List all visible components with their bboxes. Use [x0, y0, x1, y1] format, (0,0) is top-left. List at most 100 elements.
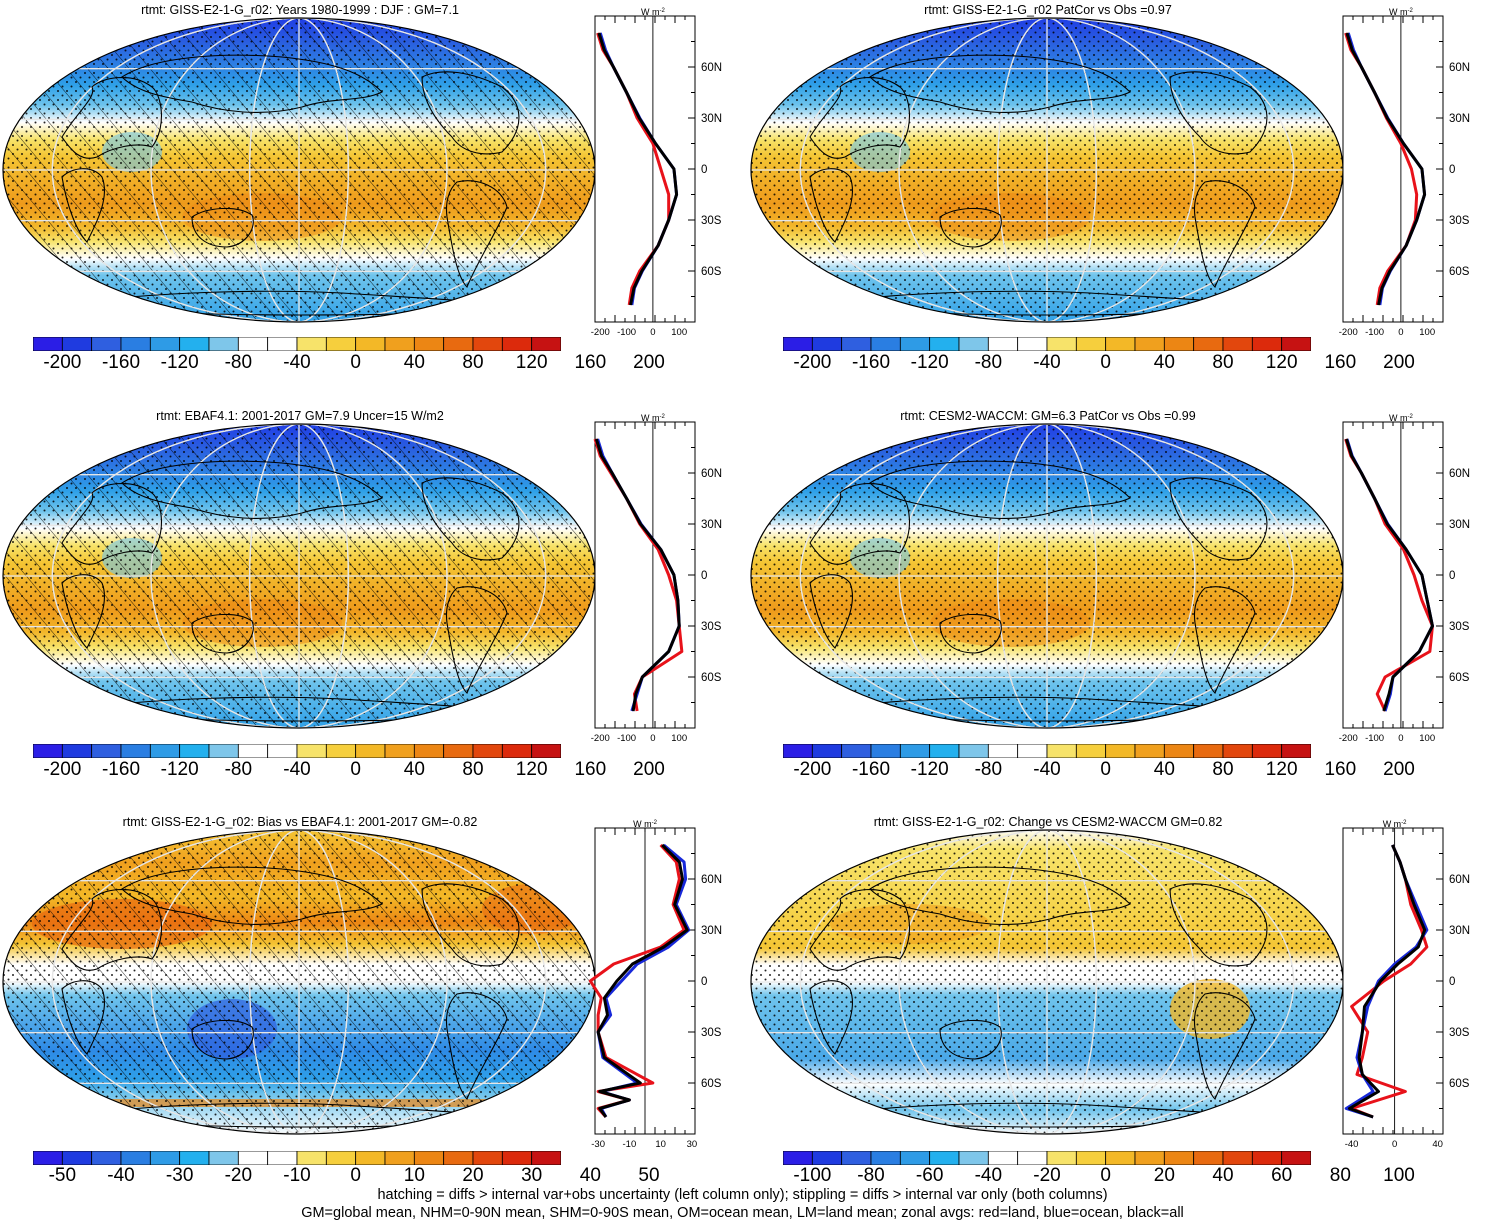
colorbar-tick-label: -50	[48, 1165, 77, 1186]
colorbar-tick-label: -120	[160, 759, 199, 780]
colorbar-cell	[179, 1151, 210, 1165]
colorbar-cell	[1222, 337, 1253, 351]
colorbar-tick-label: -80	[224, 352, 253, 373]
colorbar-cell	[1075, 1151, 1107, 1165]
colorbar-cell	[1163, 337, 1195, 351]
colorbar-tick-label: 200	[1383, 352, 1415, 373]
profile-ytick-label: 60S	[701, 672, 722, 684]
map-clim-4	[750, 423, 1344, 729]
colorbar-tick-label: -200	[43, 352, 82, 373]
colorbar-tick-label: -200	[43, 759, 82, 780]
colorbar-cell	[1075, 744, 1107, 758]
profile-unit: W m-2	[641, 413, 665, 423]
coastline	[1169, 883, 1268, 967]
map-clim-3	[2, 423, 596, 729]
colorbar-labels-2: -200 -160 -120 -80 -40 0 40 80 120 160 200	[783, 352, 1415, 376]
coastline	[61, 482, 163, 565]
coastline	[939, 613, 1002, 654]
colorbar-cell	[33, 744, 63, 758]
colorbar-cell	[1105, 1151, 1136, 1165]
profile-ytick-label: 60N	[701, 468, 722, 480]
colorbar-cell	[1281, 337, 1311, 351]
colorbar-tick-label: -120	[160, 352, 199, 373]
profile-xtick-label: -200	[591, 327, 610, 338]
profile-unit: W m-2	[1389, 7, 1413, 17]
colorbar-tick-label: 160	[1324, 759, 1357, 780]
profile-ytick-label: 30S	[1449, 1027, 1470, 1039]
coastline	[445, 586, 508, 694]
coastline	[809, 888, 911, 971]
coastline	[421, 71, 520, 155]
colorbar-tick-label: -200	[793, 352, 832, 373]
colorbar-cell	[899, 1151, 931, 1165]
profile-xtick-label: 100	[671, 327, 687, 338]
colorbar-cell	[1251, 337, 1283, 351]
profile-ytick-label: 0	[1449, 570, 1455, 582]
colorbar-cell	[1163, 1151, 1195, 1165]
footer-note-2: GM=global mean, NHM=0-90N mean, SHM=0-90…	[301, 1205, 1184, 1221]
profile-ytick-label: 60N	[1449, 468, 1470, 480]
profile-ytick-label: 60S	[1449, 672, 1470, 684]
colorbar-cell	[1193, 337, 1224, 351]
colorbar-cell	[531, 337, 561, 351]
colorbar-cell	[149, 1151, 181, 1165]
colorbar-cell	[987, 1151, 1019, 1165]
profile-xtick-label: 0	[1398, 327, 1403, 338]
profile-ytick-label: 0	[1449, 976, 1455, 988]
colorbar-cell	[179, 337, 210, 351]
colorbar-cell	[870, 337, 901, 351]
profile-ytick-label: 60N	[1449, 62, 1470, 74]
profile-ytick-label: 60N	[701, 62, 722, 74]
profile-xtick-label: -200	[1339, 733, 1358, 744]
profile-ytick-label: 60S	[1449, 1078, 1470, 1090]
colorbar-tick-label: 120	[515, 352, 548, 373]
coastline	[445, 180, 508, 288]
profile-ytick-label: 30S	[1449, 621, 1470, 633]
colorbar-5	[33, 1151, 561, 1165]
profile-ytick-label: 0	[701, 570, 707, 582]
zonal-profile-5: W m-2 -30 -10 10 30 60N 30N 0 30S 60S	[588, 819, 722, 1150]
profile-ytick-label: 30S	[701, 215, 722, 227]
colorbar-tick-label: -160	[851, 759, 891, 780]
colorbar-cell	[355, 337, 386, 351]
colorbar-cell	[1251, 744, 1283, 758]
colorbar-tick-label: -200	[793, 759, 832, 780]
colorbar-labels-5: -50 -40 -30 -20 -10 0 10 20 30 40 50	[33, 1165, 660, 1189]
coastline	[421, 477, 520, 561]
colorbar-tick-label: 30	[521, 1165, 543, 1186]
colorbar-cell	[355, 744, 386, 758]
profile-xtick-label: 40	[1432, 1139, 1443, 1150]
colorbar-tick-label: 0	[350, 759, 361, 780]
colorbar-cell	[91, 1151, 122, 1165]
colorbar-tick-label: 20	[1153, 1165, 1175, 1186]
profile-xtick-label: -100	[1365, 327, 1384, 338]
colorbar-cell	[237, 1151, 269, 1165]
graticule-lon	[799, 18, 1295, 322]
colorbar-cell	[413, 744, 445, 758]
colorbar-tick-label: 160	[1324, 352, 1357, 373]
colorbar-tick-label: 40	[403, 352, 425, 373]
colorbar-tick-label: 40	[403, 759, 425, 780]
colorbar-labels-3: -200 -160 -120 -80 -40 0 40 80 120 160 200	[33, 759, 665, 783]
colorbar-tick-label: 120	[515, 759, 548, 780]
colorbar-tick-label: -80	[974, 352, 1003, 373]
colorbar-tick-label: -40	[107, 1165, 135, 1186]
coastline	[61, 980, 106, 1055]
profile-unit: W m-2	[1389, 413, 1413, 423]
coastline	[1169, 71, 1268, 155]
colorbar-tick-label: 0	[350, 352, 361, 373]
coastline	[1169, 477, 1268, 561]
colorbar-tick-label: -60	[915, 1165, 944, 1186]
colorbar-cell	[384, 337, 415, 351]
colorbar-cell	[472, 1151, 503, 1165]
colorbar-tick-label: 0	[1100, 1165, 1111, 1186]
colorbar-cell	[1075, 337, 1107, 351]
colorbar-cell	[296, 337, 327, 351]
colorbar-tick-label: 0	[1100, 759, 1111, 780]
coastline	[809, 980, 854, 1055]
colorbar-tick-label: 120	[1265, 759, 1298, 780]
colorbar-cell	[1017, 337, 1048, 351]
profile-ytick-label: 30N	[1449, 113, 1470, 125]
colorbar-cell	[811, 1151, 843, 1165]
colorbar-cell	[899, 744, 931, 758]
